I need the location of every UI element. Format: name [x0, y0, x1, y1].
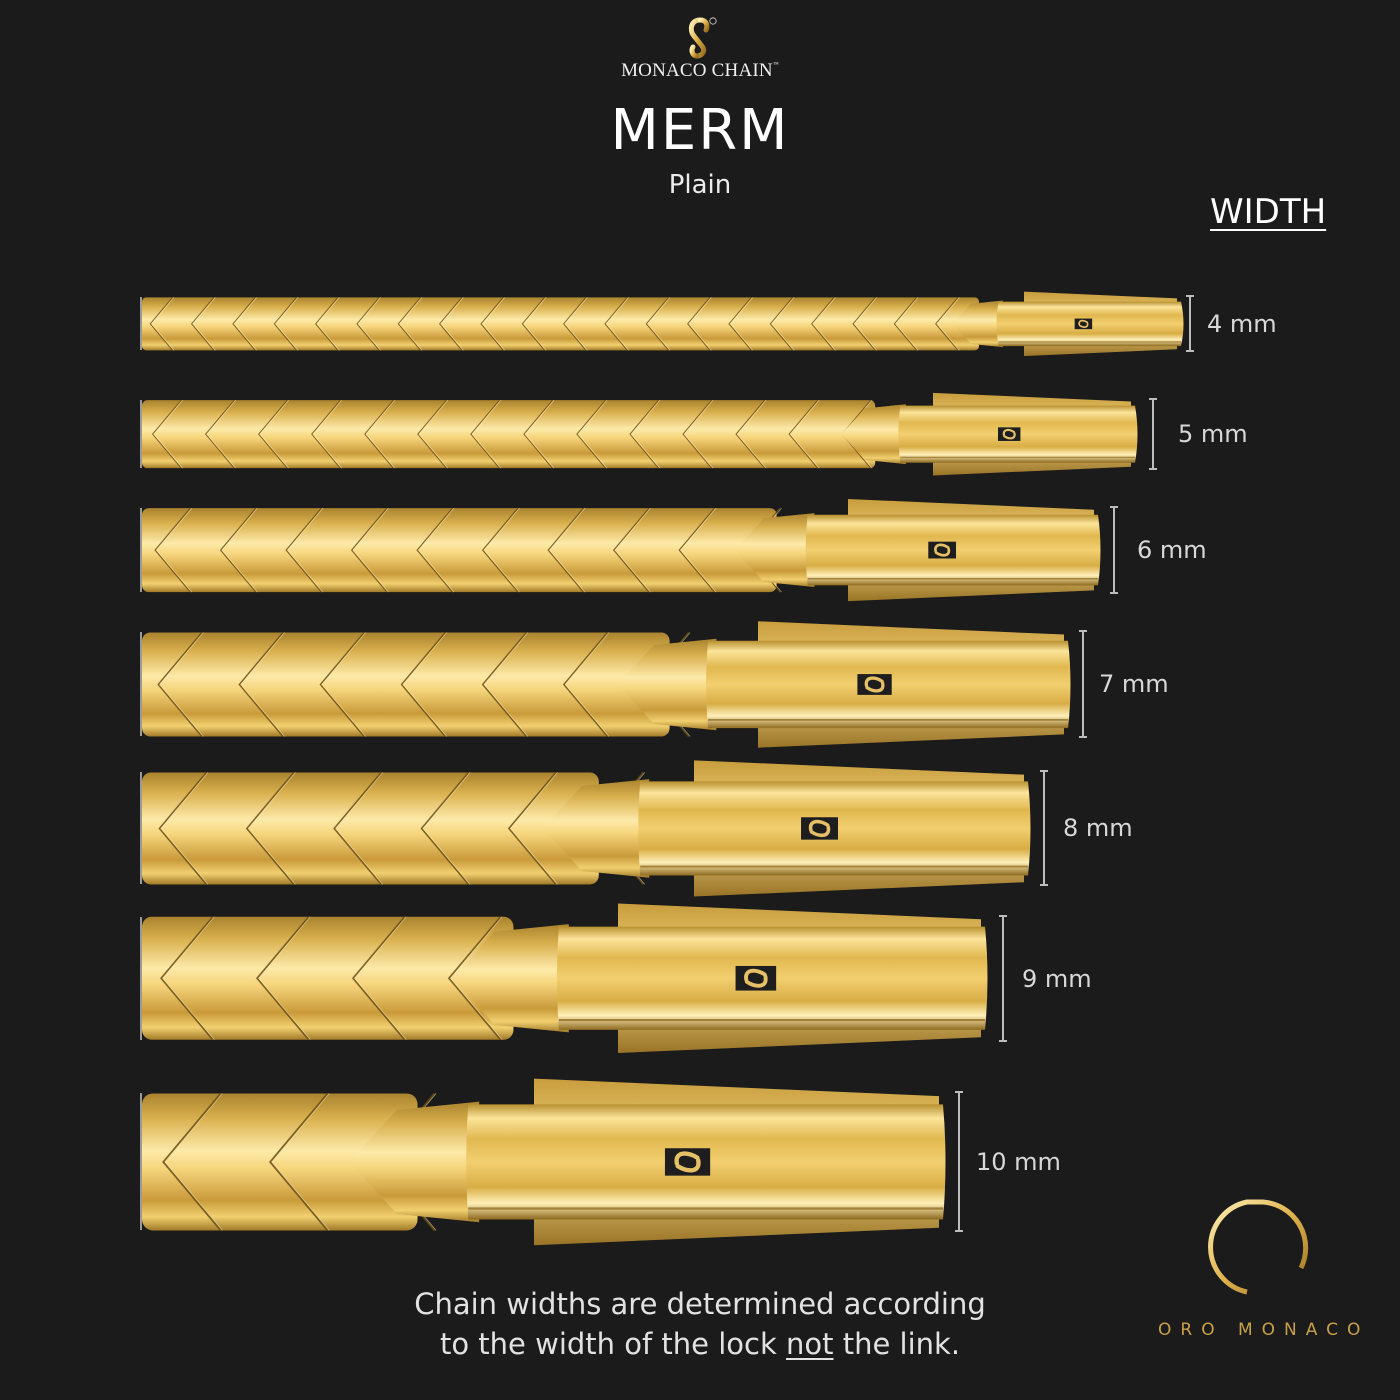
width-heading: WIDTH: [1210, 192, 1327, 232]
width-dimension-bracket: [955, 1091, 968, 1232]
width-dimension-bracket: [1186, 295, 1199, 352]
chain-10mm: [142, 1078, 946, 1245]
chain-start-marker: [140, 1093, 142, 1230]
chain-6mm: [142, 498, 1101, 602]
chain-4mm: [142, 291, 1184, 356]
maker-name: ORO MONACO: [1158, 1320, 1370, 1340]
width-label: 8 mm: [1063, 814, 1133, 842]
product-title: MERM: [610, 98, 790, 163]
width-dimension-bracket: [1149, 398, 1162, 470]
chain-5mm: [142, 392, 1138, 476]
brand-name: MONACO CHAIN™: [621, 60, 779, 81]
oro-monaco-om-icon: [1208, 1199, 1309, 1295]
footer-note: Chain widths are determined according to…: [0, 1284, 1400, 1364]
footer-line-1: Chain widths are determined according: [414, 1287, 986, 1321]
footer-line-2: to the width of the lock not the link.: [439, 1327, 961, 1361]
chain-start-marker: [140, 297, 142, 350]
lock-badge: [1074, 318, 1093, 329]
chain-7mm: [142, 620, 1071, 748]
width-label: 7 mm: [1099, 670, 1169, 698]
width-dimension-bracket: [1040, 770, 1053, 886]
width-label: 5 mm: [1178, 420, 1248, 448]
width-label: 6 mm: [1137, 536, 1207, 564]
width-label: 9 mm: [1022, 964, 1092, 993]
chain-8mm: [142, 759, 1031, 897]
width-label: 4 mm: [1207, 309, 1277, 338]
monaco-chain-link-icon: [688, 17, 717, 59]
chain-9mm: [142, 903, 988, 1054]
width-label: 10 mm: [976, 1147, 1061, 1176]
chain-start-marker: [140, 772, 142, 884]
width-dimension-bracket: [1110, 506, 1123, 594]
width-dimension-bracket: [999, 915, 1012, 1042]
chain-start-marker: [140, 632, 142, 736]
chain-start-marker: [140, 400, 142, 468]
width-dimension-bracket: [1079, 630, 1092, 738]
chain-start-marker: [140, 917, 142, 1040]
chain-start-marker: [140, 508, 142, 592]
product-subtitle: Plain: [668, 170, 732, 200]
